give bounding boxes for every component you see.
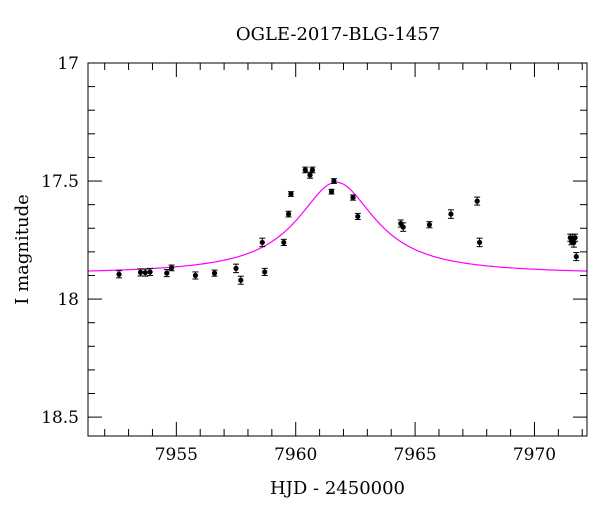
data-marker	[233, 265, 239, 271]
data-point	[285, 210, 292, 218]
data-marker	[285, 211, 292, 217]
data-point	[192, 271, 199, 280]
model-fit-curve	[87, 181, 588, 272]
data-marker	[164, 270, 170, 276]
data-marker	[426, 222, 433, 228]
data-point	[350, 194, 357, 201]
data-marker	[137, 269, 144, 275]
axis-ticks: 7955 7960 7965 7970 17 17.5 18 18.5	[41, 54, 587, 465]
data-marker	[355, 213, 361, 220]
data-marker	[116, 271, 122, 277]
data-point	[572, 233, 579, 242]
data-point	[307, 171, 314, 179]
data-marker	[309, 167, 316, 173]
data-point	[237, 275, 244, 285]
data-marker	[259, 239, 265, 246]
data-point	[147, 267, 154, 276]
data-marker	[192, 272, 199, 279]
y-tick-label: 18.5	[41, 408, 79, 428]
data-marker	[572, 235, 578, 241]
data-point	[163, 269, 170, 278]
data-marker	[302, 167, 308, 173]
model-curve-layer	[87, 181, 588, 272]
data-marker	[168, 265, 175, 271]
x-tick-label: 7965	[393, 445, 436, 465]
data-point	[280, 238, 287, 246]
data-point	[476, 237, 483, 248]
data-marker	[142, 270, 148, 276]
data-marker	[474, 198, 480, 204]
data-marker	[476, 239, 483, 246]
x-axis-label: HJD - 2450000	[270, 478, 405, 499]
data-point	[142, 268, 149, 277]
y-tick-label: 18	[57, 290, 79, 310]
data-point	[261, 267, 268, 276]
chart-title: OGLE-2017-BLG-1457	[236, 24, 440, 45]
data-point	[259, 237, 266, 248]
data-marker	[307, 172, 313, 178]
data-marker	[288, 191, 294, 197]
data-point	[330, 178, 337, 184]
data-marker	[147, 269, 153, 275]
data-point	[309, 166, 316, 174]
data-point	[426, 221, 433, 229]
x-tick-label: 7960	[274, 445, 317, 465]
data-point	[328, 188, 335, 195]
data-point	[233, 263, 240, 274]
data-marker	[331, 178, 337, 184]
data-marker	[281, 239, 287, 246]
data-marker	[328, 189, 335, 195]
data-point	[354, 212, 361, 221]
data-marker	[573, 253, 579, 260]
plot-frame	[87, 62, 588, 437]
data-point	[168, 264, 175, 272]
data-point	[447, 209, 454, 219]
data-point	[474, 196, 481, 206]
data-marker	[350, 194, 356, 201]
data-marker	[448, 211, 454, 217]
data-points-layer	[116, 166, 580, 285]
data-marker	[238, 277, 244, 283]
data-point	[573, 252, 580, 262]
data-point	[400, 222, 407, 232]
data-marker	[211, 270, 218, 276]
y-tick-label: 17	[57, 54, 79, 74]
data-point	[287, 191, 294, 197]
x-tick-label: 7955	[155, 445, 198, 465]
y-tick-label: 17.5	[41, 172, 79, 192]
data-point	[302, 166, 309, 174]
x-tick-label: 7970	[513, 445, 556, 465]
data-point	[211, 269, 218, 277]
y-axis-label: I magnitude	[12, 194, 33, 305]
data-marker	[400, 224, 406, 230]
data-marker	[571, 239, 577, 246]
data-point	[137, 268, 144, 277]
data-marker	[262, 269, 268, 275]
data-point	[116, 270, 123, 279]
